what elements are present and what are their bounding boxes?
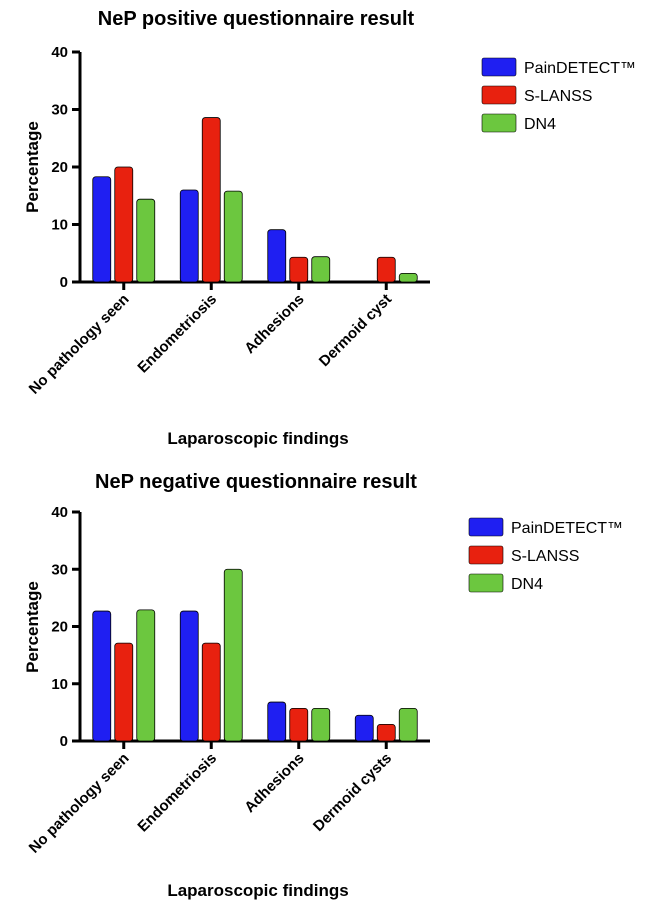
bar [136,609,156,742]
legend-label: PainDETECT™ [524,60,636,77]
x-tick-label: Adhesions [241,291,307,357]
legend-swatch [481,57,517,77]
bar [201,642,221,742]
chart-2-xlabel: Laparoscopic findings [167,881,348,900]
legend-swatch [468,517,504,537]
chart-2-plot: 0 10 20 30 40 No pathology seen Endometriosis A… [26,504,430,857]
chart-1-legend: PainDETECT™ S-LANSS DN4 [481,57,636,133]
bar [311,256,331,283]
legend-label: DN4 [524,116,556,133]
bar [201,117,221,283]
x-tick-label: Endometriosis [134,291,220,377]
bar [114,642,134,742]
bar [311,707,331,742]
chart-1-title: NeP positive questionnaire result [98,8,415,30]
bar [179,189,199,283]
bar [179,610,199,742]
legend-swatch [481,85,517,105]
bar [289,256,309,283]
legend-label: DN4 [511,576,543,593]
x-tick-label: Endometriosis [134,750,220,836]
chart-2-legend: PainDETECT™ S-LANSS DN4 [468,517,623,593]
chart-1-plot: 0 10 20 30 40 No pathology seen Endometriosis A… [26,44,430,398]
y-tick-label: 40 [51,44,68,61]
bar [267,701,287,742]
legend-swatch [481,113,517,133]
y-tick-label: 0 [60,274,68,291]
bar [92,610,112,742]
bar [398,707,418,742]
bar [398,272,418,283]
bar [354,714,374,742]
bar [376,256,396,283]
x-tick-label: Dermoid cysts [310,750,395,835]
y-tick-label: 0 [60,733,68,750]
bar [223,190,243,283]
bar [92,176,112,283]
bar [376,723,396,742]
y-tick-label: 40 [51,504,68,521]
y-tick-label: 20 [51,159,68,176]
bar [289,707,309,742]
x-tick-label: Adhesions [241,750,307,816]
bar [136,198,156,283]
y-tick-label: 10 [51,217,68,234]
x-tick-label: No pathology seen [26,291,133,398]
x-tick-label: Dermoid cyst [316,291,395,370]
chart-2-ylabel: Percentage [23,581,42,673]
y-tick-label: 20 [51,619,68,636]
y-tick-label: 30 [51,561,68,578]
legend-swatch [468,545,504,565]
y-tick-label: 10 [51,676,68,693]
legend-swatch [468,573,504,593]
legend-label: S-LANSS [524,88,592,105]
x-tick-label: No pathology seen [26,750,133,857]
bar [114,166,134,283]
legend-label: S-LANSS [511,548,579,565]
bar [267,229,287,283]
chart-1-xlabel: Laparoscopic findings [167,429,348,448]
bar [223,568,243,742]
chart-2-title: NeP negative questionnaire result [95,471,417,493]
chart-1-ylabel: Percentage [23,121,42,213]
y-tick-label: 30 [51,102,68,119]
legend-label: PainDETECT™ [511,520,623,537]
